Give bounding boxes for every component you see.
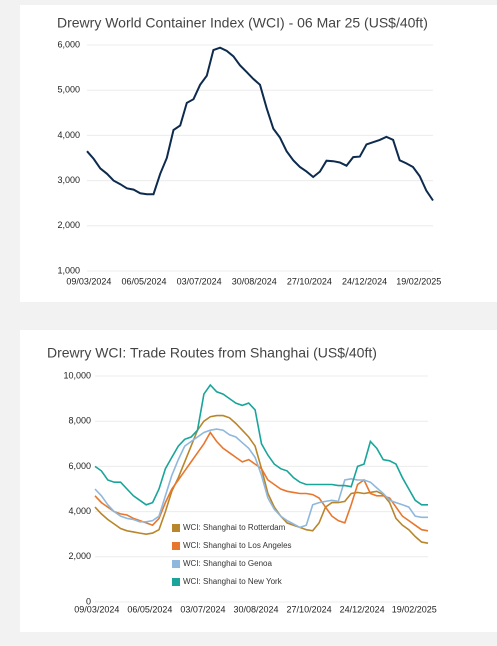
y-tick-label: 6,000 — [68, 461, 91, 471]
panel — [20, 5, 497, 302]
x-tick-label: 03/07/2024 — [180, 604, 225, 614]
y-tick-label: 2,000 — [57, 220, 80, 230]
x-tick-label: 24/12/2024 — [340, 604, 385, 614]
panel — [20, 330, 497, 632]
y-tick-label: 6,000 — [57, 39, 80, 49]
y-tick-label: 8,000 — [68, 416, 91, 426]
x-tick-label: 19/02/2025 — [396, 276, 441, 286]
data-line — [86, 46, 434, 202]
y-tick-label: 1,000 — [57, 265, 80, 275]
legend-label: WCI: Shanghai to Los Angeles — [183, 541, 292, 550]
legend-label: WCI: Shanghai to Rotterdam — [183, 523, 286, 532]
x-tick-label: 06/05/2024 — [122, 276, 167, 286]
legend-swatch — [172, 542, 180, 550]
x-tick-label: 19/02/2025 — [392, 604, 437, 614]
y-tick-label: 4,000 — [68, 506, 91, 516]
y-tick-label: 10,000 — [63, 370, 91, 380]
x-tick-label: 27/10/2024 — [287, 604, 332, 614]
data-line — [94, 428, 428, 529]
legend-swatch — [172, 578, 180, 586]
x-tick-label: 03/07/2024 — [177, 276, 222, 286]
x-tick-label: 09/03/2024 — [66, 276, 111, 286]
y-tick-label: 2,000 — [68, 551, 91, 561]
legend-swatch — [172, 524, 180, 532]
legend-swatch — [172, 560, 180, 568]
x-tick-label: 24/12/2024 — [342, 276, 387, 286]
chart-title: Drewry WCI: Trade Routes from Shanghai (… — [47, 345, 377, 361]
y-tick-label: 0 — [86, 596, 91, 606]
data-line — [94, 383, 428, 506]
y-tick-label: 4,000 — [57, 130, 80, 140]
x-tick-label: 30/08/2024 — [233, 604, 278, 614]
data-line — [94, 431, 429, 532]
x-tick-label: 30/08/2024 — [232, 276, 277, 286]
legend-label: WCI: Shanghai to Genoa — [183, 559, 272, 568]
chart-title: Drewry World Container Index (WCI) - 06 … — [57, 15, 428, 31]
x-tick-label: 27/10/2024 — [287, 276, 332, 286]
y-tick-label: 5,000 — [57, 85, 80, 95]
legend-label: WCI: Shanghai to New York — [183, 577, 283, 586]
x-tick-label: 09/03/2024 — [74, 604, 119, 614]
y-tick-label: 3,000 — [57, 175, 80, 185]
x-tick-label: 06/05/2024 — [127, 604, 172, 614]
